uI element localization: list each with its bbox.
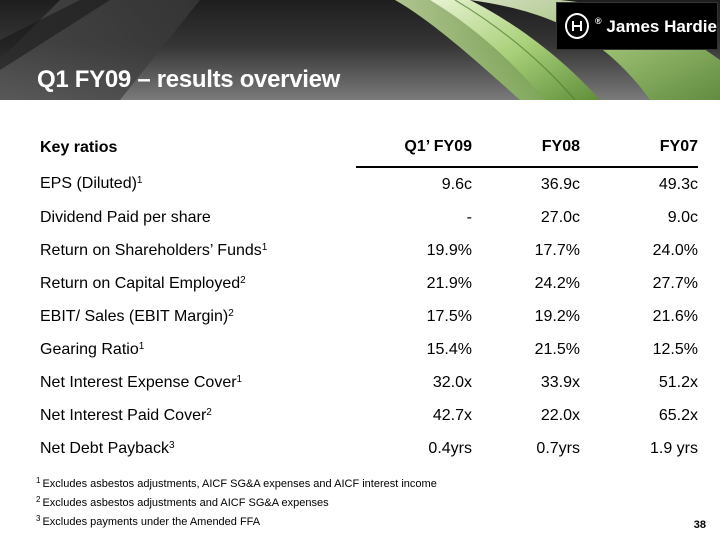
table-cell: 24.0% (652, 241, 698, 259)
table-cell: 0.4yrs (428, 439, 472, 457)
table-cell: 17.7% (534, 241, 580, 259)
column-header: Key ratios (40, 138, 118, 156)
table-cell: 24.2% (534, 274, 580, 292)
brand-logo: ® James Hardie (556, 2, 718, 50)
table-cell: 49.3c (580, 166, 698, 201)
column-header: FY08 (541, 138, 580, 155)
table-cell: - (466, 208, 472, 226)
row-label: Gearing Ratio1 (40, 340, 145, 358)
row-label: Net Interest Paid Cover2 (40, 406, 212, 424)
column-header: FY07 (659, 138, 698, 155)
table-cell: 36.9c (472, 166, 580, 201)
table-row: Net Interest Expense Cover1 32.0x 33.9x … (34, 366, 698, 399)
footnote: 2 Excludes asbestos adjustments and AICF … (36, 495, 329, 509)
table-row: EBIT/ Sales (EBIT Margin)2 17.5% 19.2% 2… (34, 300, 698, 333)
row-label: Return on Capital Employed2 (40, 274, 246, 292)
table-row: EPS (Diluted)1 9.6c 36.9c 49.3c (34, 166, 698, 201)
row-label: EBIT/ Sales (EBIT Margin)2 (40, 307, 234, 325)
table-row: Dividend Paid per share - 27.0c 9.0c (34, 201, 698, 234)
table-cell: 0.7yrs (536, 439, 580, 457)
column-header: Q1’ FY09 (404, 138, 472, 155)
footnote: 3 Excludes payments under the Amended FFA (36, 514, 261, 528)
table-cell: 19.9% (426, 241, 472, 259)
table-cell: 22.0x (540, 406, 580, 424)
table-cell: 27.0c (540, 208, 580, 226)
table-cell: 21.6% (652, 307, 698, 325)
logo-emblem-icon (565, 13, 590, 39)
table-cell: 17.5% (426, 307, 472, 325)
table-cell: 32.0x (432, 373, 472, 391)
table-row: Return on Shareholders’ Funds1 19.9% 17.… (34, 234, 698, 267)
table-cell: 42.7x (432, 406, 472, 424)
table-cell: 65.2x (658, 406, 698, 424)
page-number: 38 (693, 519, 706, 531)
footnote: 1 Excludes asbestos adjustments, AICF SG&… (36, 476, 437, 490)
row-label: Dividend Paid per share (40, 208, 211, 226)
table-cell: 12.5% (652, 340, 698, 358)
table-cell: 15.4% (426, 340, 472, 358)
row-label: Net Debt Payback3 (40, 439, 175, 457)
footnotes: 1 Excludes asbestos adjustments, AICF SG&… (36, 473, 437, 530)
table-cell: 51.2x (658, 373, 698, 391)
table-row: Return on Capital Employed2 21.9% 24.2% … (34, 267, 698, 300)
key-ratios-table: Key ratios Q1’ FY09 FY08 FY07 EPS (Dilut… (34, 128, 698, 465)
table-cell: 21.9% (426, 274, 472, 292)
row-label: Return on Shareholders’ Funds1 (40, 241, 268, 259)
table-cell: 33.9x (540, 373, 580, 391)
row-label: Net Interest Expense Cover1 (40, 373, 243, 391)
table-cell: 9.0c (667, 208, 698, 226)
table-cell: 19.2% (534, 307, 580, 325)
row-label: EPS (Diluted)1 (40, 175, 143, 192)
page-title: Q1 FY09 – results overview (37, 66, 341, 93)
table-row: Net Interest Paid Cover2 42.7x 22.0x 65.… (34, 399, 698, 432)
table-header-row: Key ratios Q1’ FY09 FY08 FY07 (34, 128, 698, 167)
table-cell: 21.5% (534, 340, 580, 358)
logo-text: ® James Hardie (595, 15, 717, 36)
table-cell: 1.9 yrs (649, 439, 698, 457)
table-row: Net Debt Payback3 0.4yrs 0.7yrs 1.9 yrs (34, 432, 698, 465)
table-cell: 9.6c (356, 166, 472, 201)
table-cell: 27.7% (652, 274, 698, 292)
header-banner: ® James Hardie Q1 FY09 – results overvie… (0, 0, 720, 100)
table-row: Gearing Ratio1 15.4% 21.5% 12.5% (34, 333, 698, 366)
